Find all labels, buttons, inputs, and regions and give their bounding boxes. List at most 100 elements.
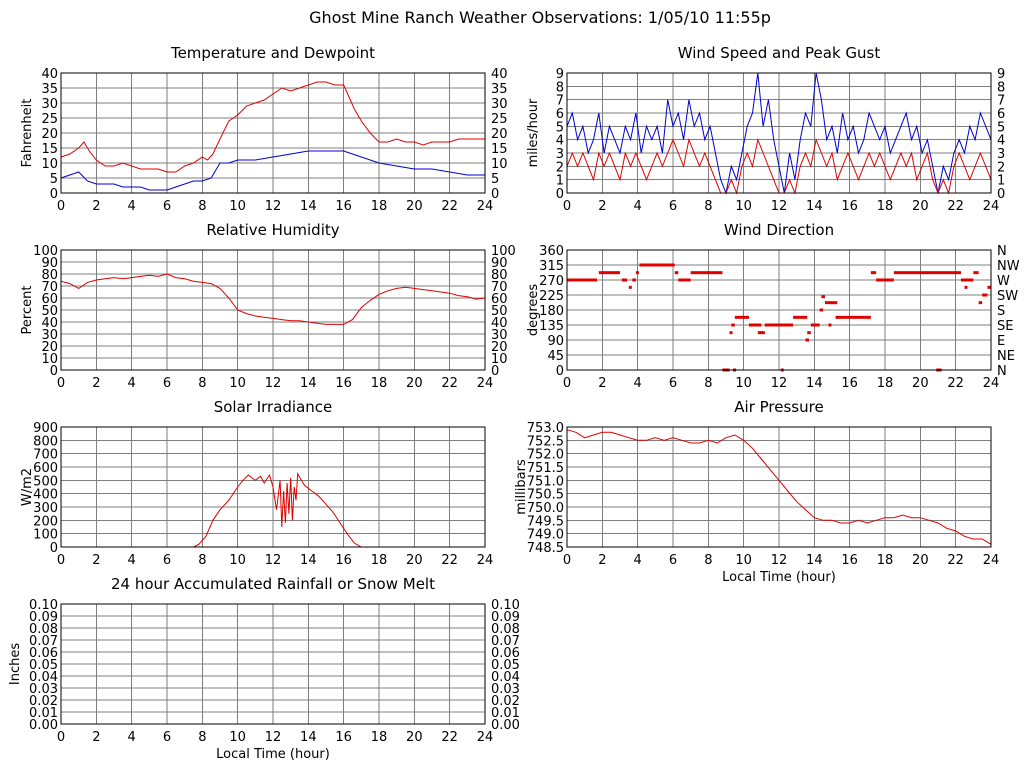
x-tick-label: 24 [983, 199, 1000, 214]
x-tick-label: 10 [229, 730, 246, 745]
y-tick-label: 3 [556, 147, 564, 162]
y-tick-label: 360 [539, 244, 564, 259]
y-axis-label: Percent [20, 286, 35, 335]
y-tick-label-right: 25 [491, 112, 508, 127]
series-line-1 [566, 429, 992, 545]
x-tick-label: 12 [265, 730, 282, 745]
x-tick-label: 16 [841, 553, 858, 568]
x-tick-label: 12 [265, 199, 282, 214]
x-tick-label: 22 [947, 199, 964, 214]
compass-label: SE [997, 319, 1013, 334]
x-tick-label: 8 [704, 553, 712, 568]
y-tick-label: 270 [539, 274, 564, 289]
direction-mark [821, 295, 825, 299]
compass-label: NW [997, 259, 1020, 274]
series-line-1 [566, 72, 992, 195]
y-tick-label-right: 10 [491, 157, 508, 172]
x-tick-label: 22 [947, 376, 964, 391]
direction-mark [598, 271, 620, 275]
x-tick-label: 2 [92, 199, 100, 214]
direction-mark [964, 285, 968, 289]
direction-mark [734, 315, 749, 319]
y-tick-label: 0.01 [29, 706, 58, 721]
y-tick-label: 500 [33, 474, 58, 489]
y-tick-label-right: 0 [997, 187, 1005, 202]
y-tick-label-right: 30 [491, 97, 508, 112]
direction-mark [987, 285, 991, 289]
x-tick-label: 20 [406, 553, 423, 568]
x-tick-label: 10 [735, 553, 752, 568]
direction-mark [978, 301, 983, 305]
plot-frame [60, 603, 486, 725]
direction-mark [639, 263, 675, 267]
x-tick-label: 16 [335, 199, 352, 214]
compass-label: NE [997, 349, 1015, 364]
x-tick-label: 24 [477, 199, 494, 214]
chart-title: Temperature and Dewpoint [170, 44, 375, 62]
y-tick-label: 9 [556, 67, 564, 82]
x-tick-label: 20 [912, 376, 929, 391]
y-tick-label: 400 [33, 488, 58, 503]
y-tick-label-right: 2 [997, 160, 1005, 175]
compass-label: E [997, 334, 1005, 349]
direction-mark [729, 331, 733, 335]
y-tick-label: 750.5 [527, 488, 564, 503]
x-tick-label: 18 [877, 199, 894, 214]
y-tick-label-right: 20 [491, 340, 508, 355]
y-tick-label: 749.5 [527, 514, 564, 529]
y-tick-label-right: 15 [491, 142, 508, 157]
compass-label: N [997, 244, 1007, 259]
x-tick-label: 14 [300, 376, 317, 391]
x-tick-label: 4 [634, 199, 642, 214]
y-tick-label: 0.04 [29, 670, 58, 685]
x-tick-label: 8 [704, 199, 712, 214]
x-tick-label: 2 [92, 553, 100, 568]
y-tick-label: 80 [41, 268, 58, 283]
chart-title: Wind Speed and Peak Gust [678, 44, 881, 62]
x-tick-label: 0 [57, 376, 65, 391]
x-tick-label: 10 [735, 199, 752, 214]
x-tick-label: 24 [477, 553, 494, 568]
direction-mark [870, 271, 877, 275]
y-tick-label: 180 [539, 304, 564, 319]
x-tick-label: 0 [563, 199, 571, 214]
y-tick-label: 40 [41, 67, 58, 82]
chart-title: Solar Irradiance [214, 398, 333, 416]
x-tick-label: 4 [128, 376, 136, 391]
y-tick-label: 315 [539, 259, 564, 274]
x-tick-label: 20 [912, 199, 929, 214]
y-tick-label: 15 [41, 142, 58, 157]
y-tick-label: 749.0 [527, 528, 564, 543]
y-tick-label: 20 [41, 340, 58, 355]
x-axis-label: Local Time (hour) [722, 570, 836, 585]
x-tick-label: 14 [806, 199, 823, 214]
y-tick-label-right: 9 [997, 67, 1005, 82]
y-tick-label: 7 [556, 94, 564, 109]
y-tick-label-right: 8 [997, 80, 1005, 95]
x-tick-label: 14 [806, 376, 823, 391]
y-axis-label: miles/hour [526, 98, 541, 167]
y-axis-label: Inches [8, 643, 23, 685]
y-tick-label: 0 [556, 187, 564, 202]
x-tick-label: 16 [335, 376, 352, 391]
y-tick-label-right: 40 [491, 67, 508, 82]
y-tick-label: 0.10 [29, 598, 58, 613]
direction-mark [805, 338, 810, 342]
compass-label: W [997, 274, 1010, 289]
y-tick-label: 200 [33, 514, 58, 529]
x-tick-label: 0 [563, 376, 571, 391]
direction-mark [764, 323, 794, 327]
y-tick-label: 10 [41, 352, 58, 367]
y-tick-label: 225 [539, 289, 564, 304]
y-tick-label-right: 0.05 [491, 658, 520, 673]
x-tick-label: 8 [198, 376, 206, 391]
y-tick-label: 0.06 [29, 646, 58, 661]
x-tick-label: 20 [406, 199, 423, 214]
chart-title: Relative Humidity [206, 221, 339, 239]
y-tick-label: 10 [41, 157, 58, 172]
y-tick-label: 700 [33, 448, 58, 463]
y-tick-label-right: 35 [491, 82, 508, 97]
y-tick-label: 6 [556, 107, 564, 122]
